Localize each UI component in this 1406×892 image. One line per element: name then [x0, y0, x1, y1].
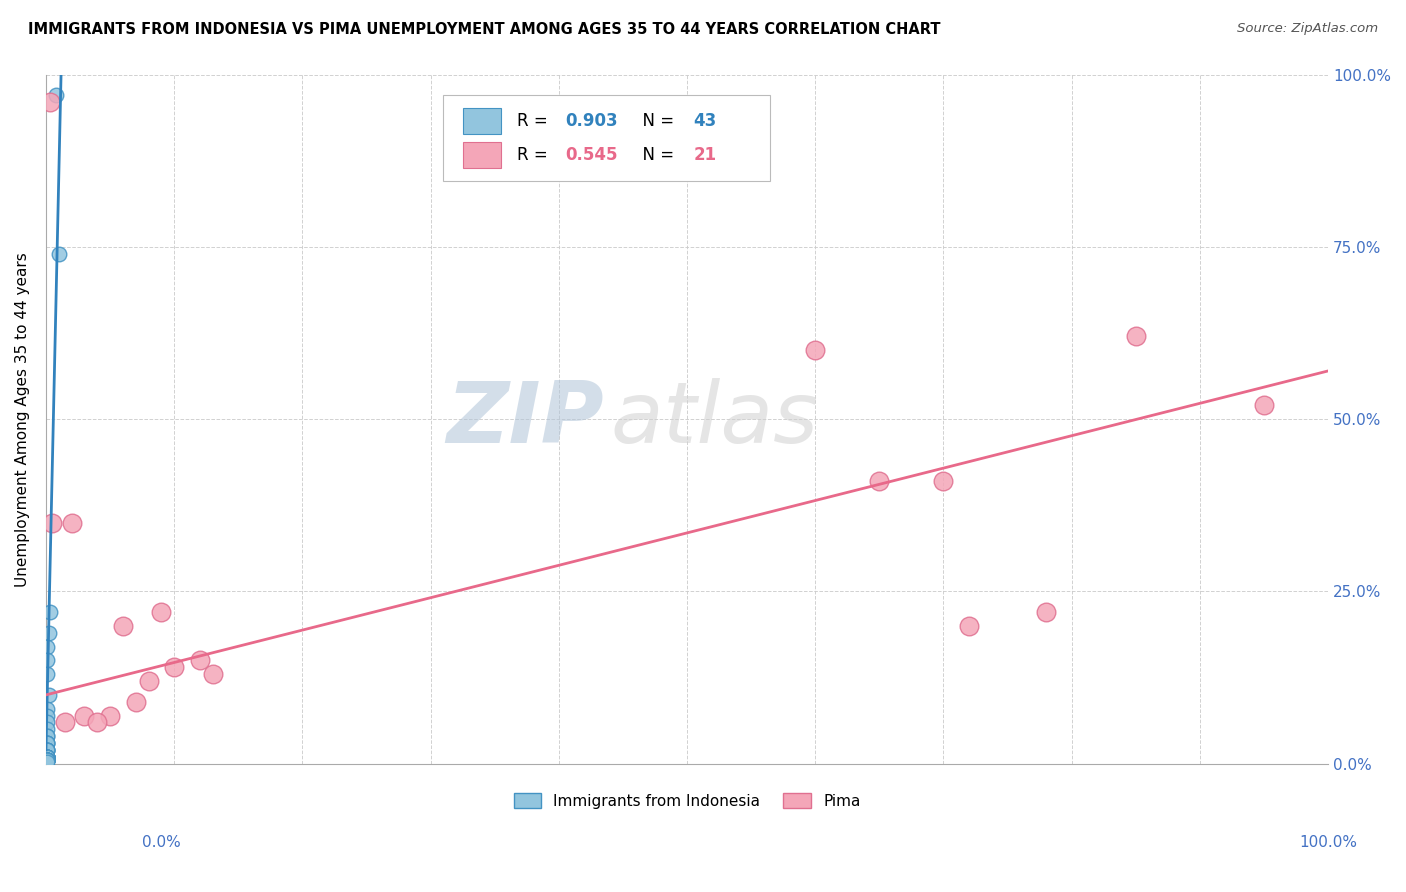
Point	[37, 753, 59, 767]
Point	[37, 750, 59, 764]
Point	[37, 736, 59, 750]
Point	[38, 688, 60, 702]
Point	[38, 95, 60, 109]
Point	[37, 729, 59, 743]
Point	[37, 753, 59, 767]
Point	[53, 715, 76, 730]
Text: N =: N =	[631, 146, 679, 164]
Text: N =: N =	[631, 112, 679, 129]
Point	[150, 605, 173, 619]
Point	[37, 753, 59, 767]
Point	[37, 750, 59, 764]
Point	[41, 516, 63, 530]
Point	[37, 750, 59, 764]
Point	[957, 619, 980, 633]
Point	[38, 605, 60, 619]
Point	[1125, 329, 1147, 343]
Text: 0.545: 0.545	[565, 146, 617, 164]
Point	[188, 653, 211, 667]
Point	[37, 750, 59, 764]
Point	[37, 753, 59, 767]
Point	[37, 753, 59, 767]
Point	[37, 715, 59, 730]
Text: R =: R =	[516, 146, 553, 164]
FancyBboxPatch shape	[463, 142, 501, 169]
Point	[37, 753, 59, 767]
Text: Source: ZipAtlas.com: Source: ZipAtlas.com	[1237, 22, 1378, 36]
Point	[138, 674, 160, 689]
Point	[37, 753, 59, 767]
Point	[37, 743, 59, 757]
Point	[37, 750, 59, 764]
Point	[868, 474, 890, 488]
Point	[163, 660, 186, 674]
Text: 100.0%: 100.0%	[1299, 836, 1358, 850]
Text: 43: 43	[693, 112, 717, 129]
Text: atlas: atlas	[610, 377, 818, 460]
Point	[37, 753, 59, 767]
Point	[1253, 398, 1275, 412]
Point	[48, 246, 70, 260]
Y-axis label: Unemployment Among Ages 35 to 44 years: Unemployment Among Ages 35 to 44 years	[15, 252, 30, 587]
Point	[37, 743, 59, 757]
Point	[1035, 605, 1057, 619]
FancyBboxPatch shape	[443, 95, 770, 181]
Point	[60, 516, 83, 530]
Point	[86, 715, 108, 730]
Point	[37, 701, 59, 715]
Point	[37, 743, 59, 757]
Point	[37, 736, 59, 750]
Point	[37, 640, 59, 654]
Point	[37, 750, 59, 764]
FancyBboxPatch shape	[463, 108, 501, 134]
Point	[98, 708, 121, 723]
Text: 0.903: 0.903	[565, 112, 617, 129]
Point	[45, 88, 67, 103]
Point	[37, 736, 59, 750]
Point	[37, 750, 59, 764]
Point	[38, 625, 60, 640]
Point	[932, 474, 955, 488]
Point	[37, 743, 59, 757]
Point	[804, 343, 827, 358]
Text: ZIP: ZIP	[446, 377, 603, 460]
Point	[37, 653, 59, 667]
Point	[37, 753, 59, 767]
Point	[37, 753, 59, 767]
Text: 21: 21	[693, 146, 717, 164]
Point	[201, 667, 224, 681]
Point	[37, 753, 59, 767]
Point	[37, 723, 59, 737]
Text: IMMIGRANTS FROM INDONESIA VS PIMA UNEMPLOYMENT AMONG AGES 35 TO 44 YEARS CORRELA: IMMIGRANTS FROM INDONESIA VS PIMA UNEMPL…	[28, 22, 941, 37]
Text: 0.0%: 0.0%	[142, 836, 181, 850]
Point	[37, 753, 59, 767]
Text: R =: R =	[516, 112, 553, 129]
Point	[37, 708, 59, 723]
Point	[37, 667, 59, 681]
Point	[37, 755, 59, 769]
Point	[111, 619, 134, 633]
Point	[73, 708, 96, 723]
Point	[37, 729, 59, 743]
Legend: Immigrants from Indonesia, Pima: Immigrants from Indonesia, Pima	[508, 787, 866, 814]
Point	[37, 750, 59, 764]
Point	[125, 695, 148, 709]
Point	[37, 750, 59, 764]
